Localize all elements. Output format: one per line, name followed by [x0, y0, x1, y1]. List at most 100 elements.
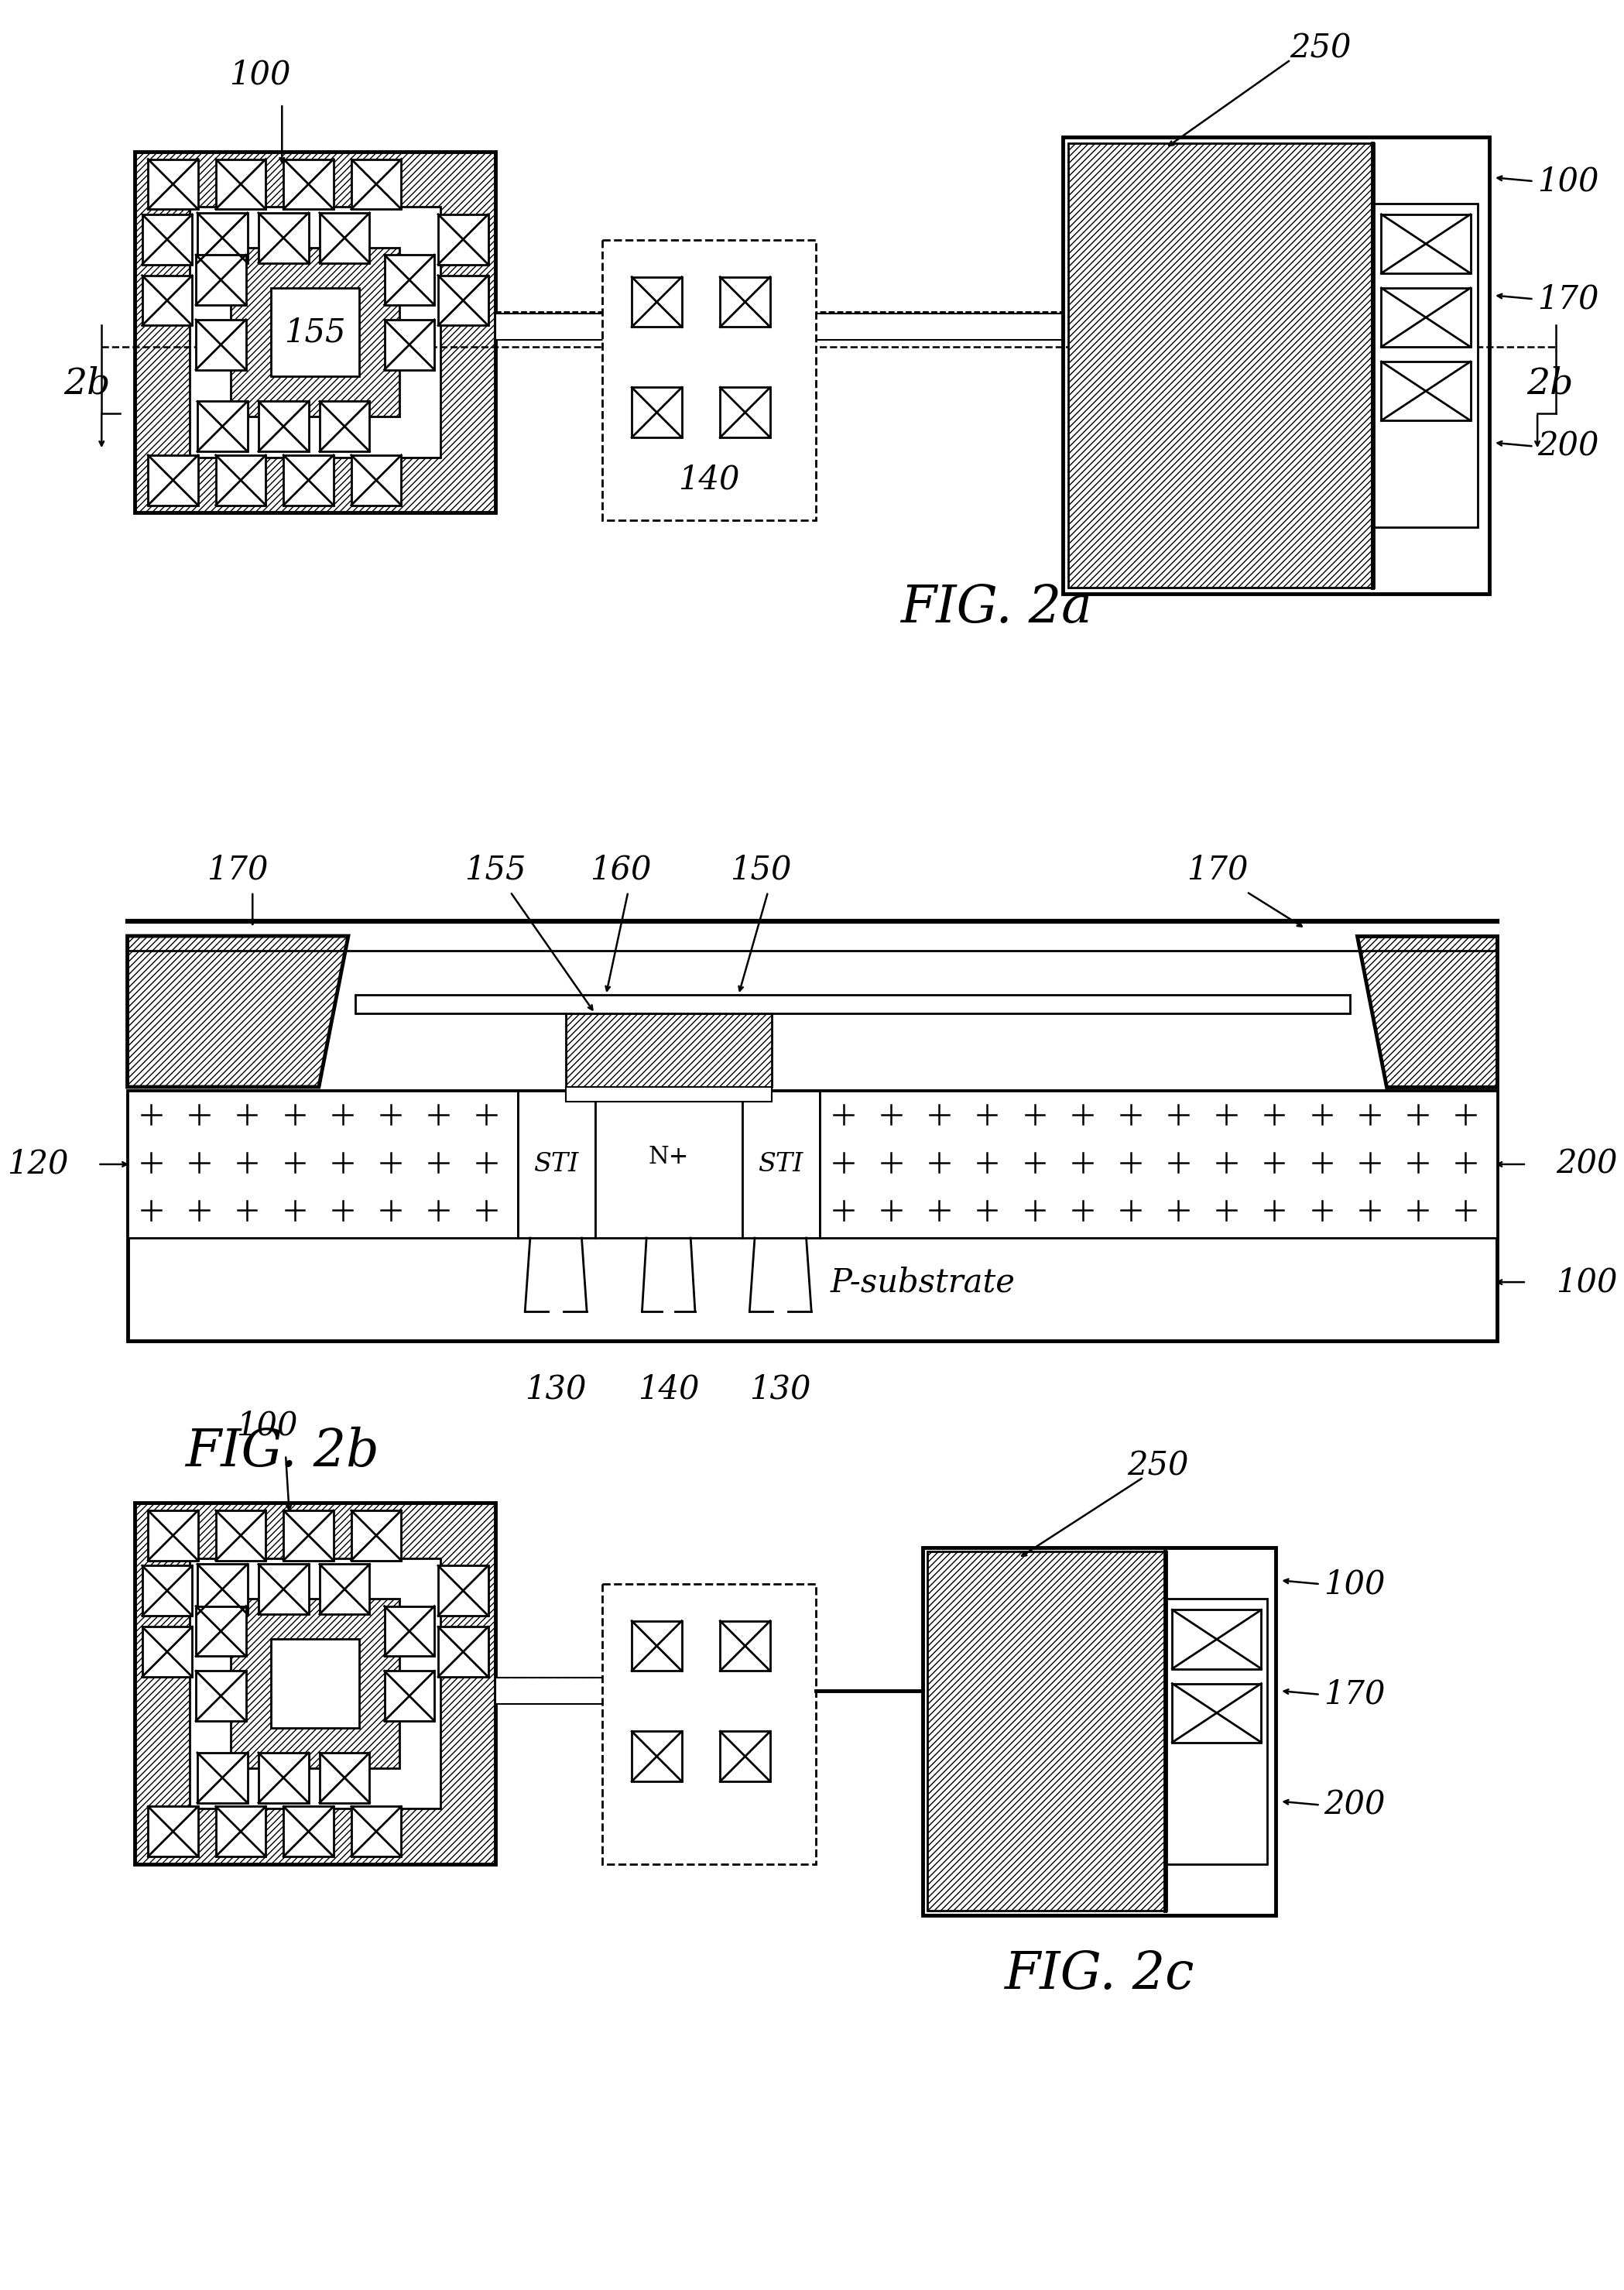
Bar: [258, 1752, 309, 1802]
Bar: [141, 215, 192, 263]
Polygon shape: [127, 937, 348, 1088]
Bar: [271, 1640, 359, 1727]
Bar: [198, 1752, 247, 1802]
Bar: [198, 213, 247, 263]
Bar: [141, 1626, 192, 1676]
Text: 170: 170: [1538, 282, 1600, 316]
Bar: [320, 1752, 370, 1802]
Bar: [1382, 362, 1470, 421]
Bar: [284, 1511, 333, 1559]
Text: 250: 250: [1289, 32, 1351, 64]
Bar: [1173, 1610, 1262, 1669]
Text: N+: N+: [648, 1145, 689, 1168]
Bar: [284, 456, 333, 506]
Text: 130: 130: [750, 1372, 812, 1406]
Bar: [356, 994, 1350, 1014]
Polygon shape: [1358, 937, 1497, 1088]
Bar: [518, 1090, 594, 1239]
Bar: [216, 158, 266, 208]
Text: 155: 155: [464, 854, 526, 886]
Text: 140: 140: [679, 463, 741, 495]
Bar: [197, 254, 245, 305]
Text: 130: 130: [525, 1372, 586, 1406]
Bar: [632, 1731, 682, 1782]
Bar: [198, 401, 247, 451]
Bar: [135, 151, 495, 513]
Bar: [198, 1564, 247, 1614]
Bar: [603, 240, 815, 520]
Bar: [594, 1090, 742, 1239]
Bar: [565, 1014, 771, 1088]
Bar: [495, 314, 1062, 339]
Bar: [258, 401, 309, 451]
Bar: [284, 158, 333, 208]
Text: 150: 150: [729, 854, 791, 886]
Bar: [719, 1621, 770, 1672]
Text: 160: 160: [590, 854, 651, 886]
Text: 250: 250: [1127, 1450, 1189, 1482]
Text: 100: 100: [1556, 1266, 1618, 1298]
Text: 170: 170: [206, 854, 268, 886]
Text: 120: 120: [6, 1147, 68, 1182]
Text: FIG. 2a: FIG. 2a: [900, 584, 1093, 634]
Bar: [351, 1807, 401, 1857]
Text: 100: 100: [237, 1408, 299, 1443]
Bar: [216, 1807, 266, 1857]
Bar: [141, 275, 192, 325]
Bar: [632, 277, 682, 327]
Bar: [148, 1511, 198, 1559]
Bar: [1374, 204, 1478, 527]
Bar: [1062, 137, 1489, 593]
Bar: [719, 1731, 770, 1782]
Bar: [565, 1088, 771, 1101]
Text: 100: 100: [229, 57, 291, 92]
Bar: [1069, 142, 1374, 589]
Text: 140: 140: [638, 1372, 700, 1406]
Bar: [216, 1511, 266, 1559]
Text: STI: STI: [533, 1152, 578, 1177]
Text: 100: 100: [1538, 165, 1600, 197]
Bar: [127, 1090, 518, 1239]
Bar: [135, 1502, 495, 1864]
Text: 200: 200: [1324, 1788, 1385, 1821]
Bar: [927, 1553, 1166, 1912]
Bar: [320, 213, 370, 263]
Bar: [284, 1807, 333, 1857]
Bar: [351, 456, 401, 506]
Text: 100: 100: [1324, 1569, 1385, 1601]
Bar: [632, 387, 682, 437]
Bar: [385, 254, 434, 305]
Bar: [1382, 215, 1470, 273]
Bar: [385, 1672, 434, 1722]
Bar: [495, 1679, 664, 1704]
Bar: [719, 277, 770, 327]
Text: P-substrate: P-substrate: [830, 1266, 1015, 1298]
Bar: [148, 456, 198, 506]
Text: FIG. 2b: FIG. 2b: [185, 1427, 378, 1477]
Bar: [1166, 1598, 1267, 1864]
Bar: [742, 1090, 820, 1239]
Bar: [197, 321, 245, 369]
Bar: [258, 213, 309, 263]
Bar: [148, 1807, 198, 1857]
Text: FIG. 2c: FIG. 2c: [1004, 1949, 1194, 1999]
Bar: [1382, 289, 1470, 346]
Bar: [320, 401, 370, 451]
Bar: [141, 1566, 192, 1617]
Bar: [438, 215, 489, 263]
Bar: [438, 1626, 489, 1676]
Text: 2b: 2b: [63, 366, 110, 401]
Bar: [197, 1672, 245, 1722]
Polygon shape: [127, 937, 348, 1088]
Text: 2b: 2b: [1527, 366, 1574, 401]
Text: 170: 170: [1324, 1679, 1385, 1711]
Polygon shape: [1358, 937, 1497, 1088]
Bar: [438, 275, 489, 325]
Bar: [231, 1598, 400, 1768]
Bar: [351, 158, 401, 208]
Text: 155: 155: [284, 316, 346, 348]
Bar: [231, 247, 400, 417]
Bar: [258, 1564, 309, 1614]
Bar: [271, 289, 359, 376]
Bar: [719, 387, 770, 437]
